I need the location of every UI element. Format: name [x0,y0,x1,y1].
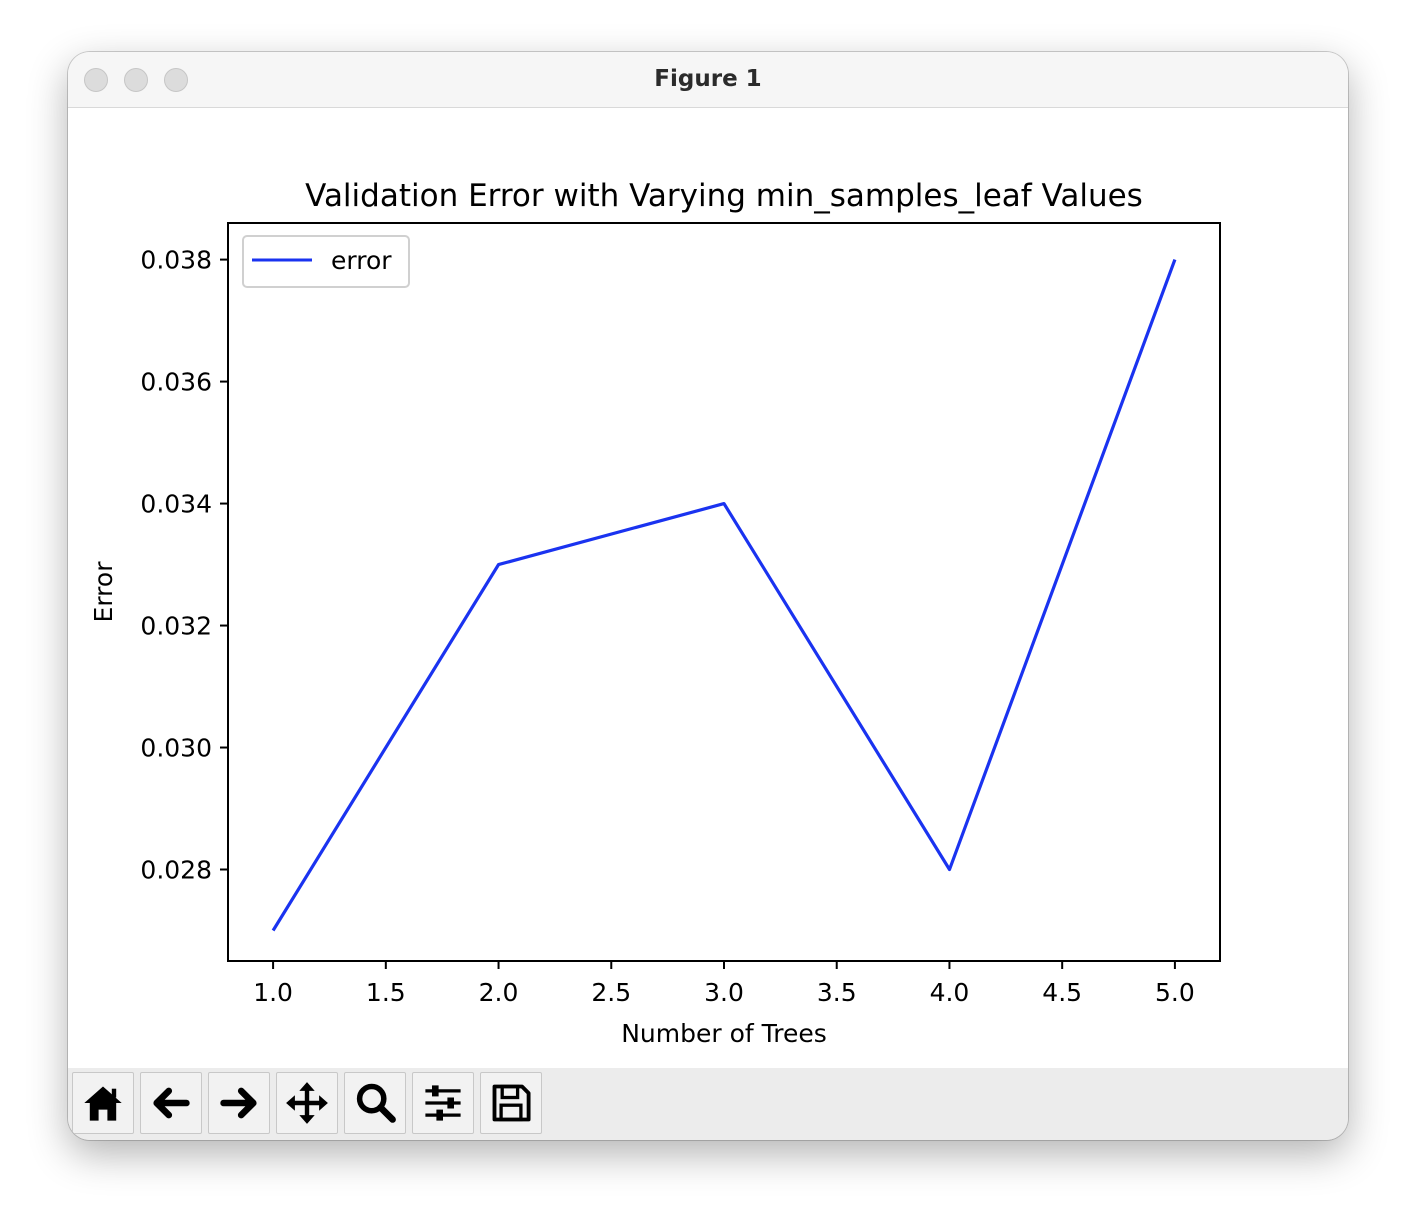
back-button[interactable] [140,1072,202,1134]
save-button[interactable] [480,1072,542,1134]
move-icon [286,1082,328,1124]
x-tick-label: 5.0 [1155,978,1195,1007]
legend: error [242,235,410,288]
home-icon [84,1086,122,1121]
y-tick-label: 0.034 [140,490,212,519]
line-chart: 1.0 1.5 2.0 2.5 3.0 3.5 4.0 4.5 5.0 0.0280.0300.… [89,178,1221,1048]
configure-subplots-button[interactable] [412,1072,474,1134]
magnifier-icon [356,1083,396,1123]
x-tick-label: 2.5 [591,978,631,1007]
y-tick-label: 0.038 [140,246,212,275]
close-window-button[interactable] [84,68,108,92]
home-button[interactable] [72,1072,134,1134]
x-tick-label: 2.0 [479,978,519,1007]
y-tick-label: 0.032 [140,612,212,641]
x-tick-label: 1.0 [253,978,293,1007]
figure-canvas[interactable]: 1.0 1.5 2.0 2.5 3.0 3.5 4.0 4.5 5.0 0.028 0.030 0.… [68,108,1348,1068]
x-tick-label: 3.5 [817,978,857,1007]
y-axis-ticks: 0.028 0.030 0.032 0.034 0.036 0.038 [140,246,228,885]
zoom-button[interactable] [344,1072,406,1134]
y-tick-label: 0.030 [140,734,212,763]
minimize-window-button[interactable] [124,68,148,92]
x-tick-label: 4.0 [930,978,970,1007]
forward-button[interactable] [208,1072,270,1134]
legend-box [242,235,410,288]
figure-window: Figure 1 1.0 1.5 2.0 2.5 3.0 3.5 4.0 4.5 5.0 0.0… [68,52,1348,1140]
x-axis-label: Number of Trees [621,1019,827,1048]
legend-label: error [331,246,392,275]
window-title: Figure 1 [654,66,762,92]
arrow-right-icon [220,1087,257,1119]
zoom-window-button[interactable] [164,68,188,92]
arrow-left-icon [153,1087,190,1119]
floppy-disk-icon [492,1084,531,1122]
plot-background [228,223,1220,961]
pan-button[interactable] [276,1072,338,1134]
x-tick-label: 3.0 [704,978,744,1007]
sliders-icon [425,1085,461,1121]
x-tick-label: 4.5 [1042,978,1082,1007]
y-tick-label: 0.036 [140,368,212,397]
chart-title: Validation Error with Varying min_sample… [305,178,1143,214]
title-bar: Figure 1 [68,52,1348,108]
series-lines [271,259,1177,932]
y-tick-label: 0.028 [140,856,212,885]
navigation-toolbar [68,1068,1348,1140]
y-axis-label: Error [89,561,118,623]
x-axis-ticks: 1.0 1.5 2.0 2.5 3.0 3.5 4.0 4.5 5.0 [253,961,1195,1007]
x-tick-label: 1.5 [366,978,406,1007]
plot-frame [227,222,1221,962]
